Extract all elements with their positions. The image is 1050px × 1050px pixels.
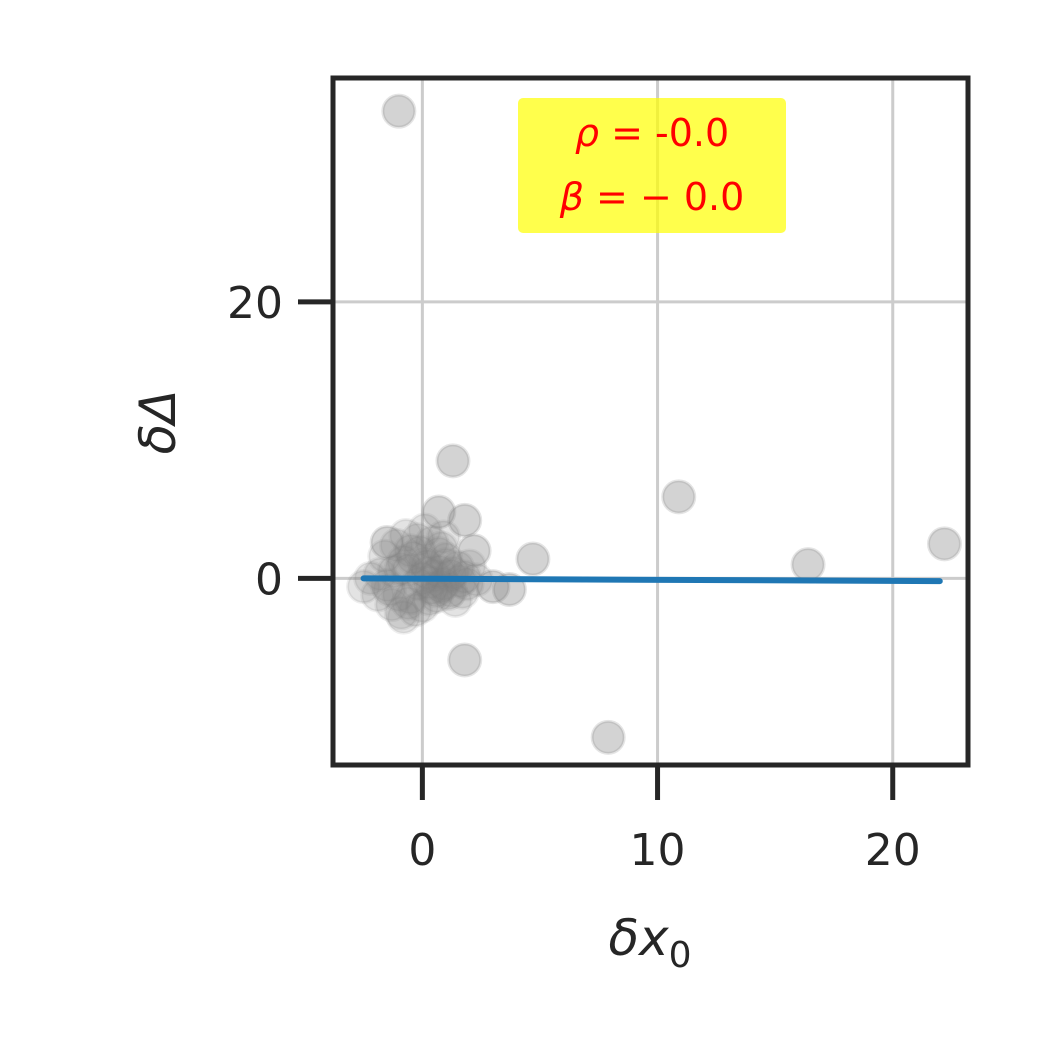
cluster-point — [393, 580, 429, 616]
cluster-point — [390, 585, 426, 621]
rho-annotation: ρ = -0.0 — [575, 111, 729, 155]
cluster-point — [433, 573, 469, 609]
x-axis-label-subscript: 0 — [669, 935, 692, 976]
outlier-point — [447, 502, 483, 538]
fit-line — [360, 575, 943, 585]
outlier-point — [790, 547, 826, 583]
cluster-point — [433, 558, 469, 594]
cluster-point — [418, 573, 454, 609]
cluster-point — [414, 524, 450, 560]
cluster-point — [428, 541, 464, 577]
annotation-background — [518, 98, 786, 233]
cluster-point — [374, 587, 410, 623]
cluster-point — [379, 527, 414, 563]
cluster-point — [411, 565, 447, 601]
outlier-point — [369, 524, 405, 560]
y-tick-label: 0 — [255, 554, 283, 605]
x-tick-label: 20 — [865, 825, 921, 876]
cluster-point — [421, 536, 457, 572]
x-axis-label: δx0 — [608, 909, 691, 976]
outlier-point — [421, 494, 457, 530]
outlier-point — [381, 93, 417, 129]
x-tick-label: 10 — [630, 825, 686, 876]
cluster-point — [383, 595, 419, 631]
cluster-point — [400, 522, 436, 558]
outlier-point — [926, 526, 962, 562]
beta-annotation: β = − 0.0 — [559, 175, 745, 219]
rho-value: = -0.0 — [599, 111, 729, 155]
outlier-point — [661, 479, 697, 515]
cluster-point — [411, 581, 447, 617]
rho-symbol: ρ — [575, 111, 599, 155]
cluster-point — [416, 558, 452, 594]
axis-ticks: 0 10 20 0 20 — [227, 278, 921, 876]
cluster-point — [409, 555, 445, 591]
cluster-point — [367, 538, 403, 574]
cluster-point — [388, 518, 424, 554]
x-tick-label: 0 — [408, 825, 436, 876]
cluster-point — [409, 548, 445, 584]
plot-frame — [330, 75, 971, 768]
cluster-point — [397, 592, 433, 628]
cluster-point — [440, 549, 476, 585]
cluster-point — [404, 588, 440, 624]
outlier-point — [447, 642, 483, 678]
x-axis-label-main: δx — [608, 909, 669, 967]
cluster-point — [407, 512, 443, 548]
annotation-box: ρ = -0.0 β = − 0.0 — [518, 98, 786, 233]
cluster-point — [437, 583, 473, 619]
y-axis-label: δΔ — [129, 390, 187, 455]
outlier-point — [475, 569, 511, 605]
beta-value: = − 0.0 — [584, 175, 744, 219]
cluster-point — [402, 534, 438, 570]
outlier-point — [435, 443, 471, 479]
y-tick-label: 20 — [227, 278, 283, 329]
outlier-point — [590, 719, 626, 755]
cluster-point — [451, 548, 487, 584]
cluster-point — [395, 540, 431, 576]
cluster-point — [423, 530, 459, 566]
beta-symbol: β — [559, 175, 584, 219]
cluster-point — [393, 533, 429, 569]
cluster-point — [362, 556, 398, 592]
cluster-point — [426, 519, 462, 555]
cluster-point — [386, 599, 422, 635]
fit-line-group — [360, 575, 943, 585]
outlier-point — [456, 533, 492, 569]
outlier-point — [515, 541, 551, 577]
